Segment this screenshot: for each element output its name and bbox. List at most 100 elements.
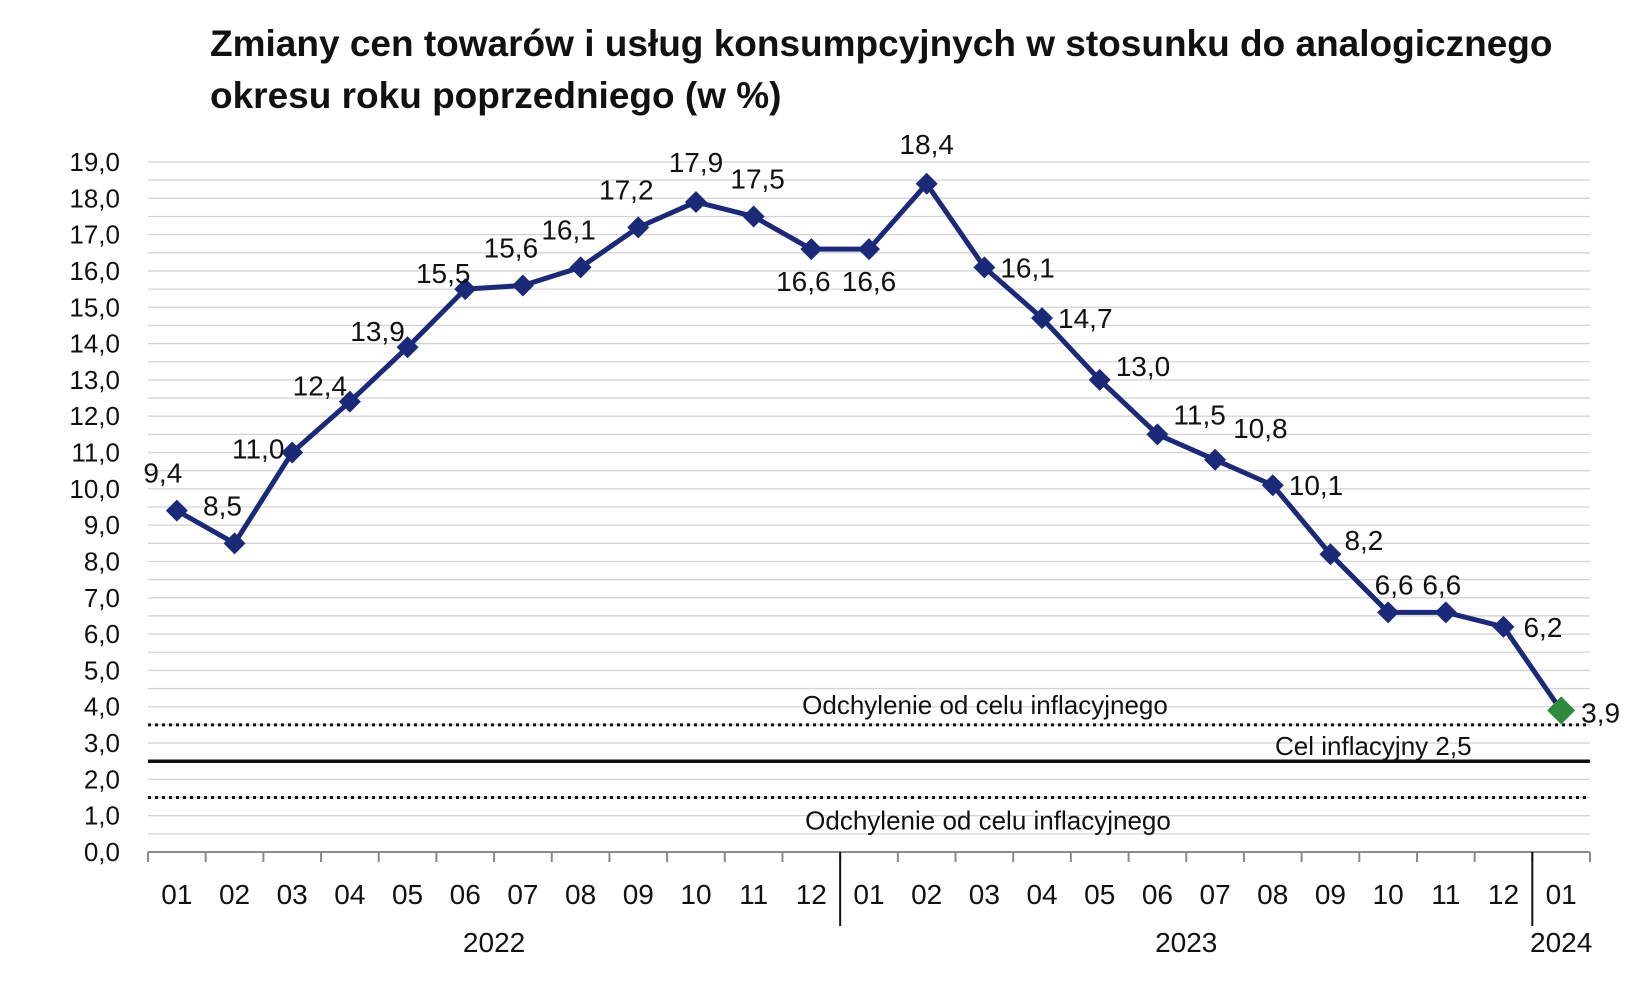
data-point-marker xyxy=(569,256,592,279)
x-tick-label: 12 xyxy=(1488,879,1519,910)
x-tick-label: 01 xyxy=(161,879,192,910)
data-point-marker xyxy=(800,238,823,261)
y-tick-label: 5,0 xyxy=(84,655,120,685)
reference-line-label: Cel inflacyjny 2,5 xyxy=(1275,731,1472,761)
data-label: 18,4 xyxy=(899,129,954,160)
data-label: 13,0 xyxy=(1116,351,1171,382)
data-point-marker xyxy=(1031,307,1054,330)
x-tick-label: 04 xyxy=(1026,879,1057,910)
data-label: 16,6 xyxy=(842,266,897,297)
year-label: 2024 xyxy=(1530,927,1592,958)
data-label: 16,1 xyxy=(541,214,596,245)
series-line xyxy=(165,172,1576,725)
y-tick-label: 4,0 xyxy=(84,692,120,722)
data-label: 3,9 xyxy=(1581,697,1620,728)
data-point-marker xyxy=(1434,601,1457,624)
y-tick-label: 14,0 xyxy=(69,329,120,359)
data-point-marker xyxy=(915,172,938,195)
data-label: 15,6 xyxy=(484,232,539,263)
data-label: 15,5 xyxy=(416,258,471,289)
y-tick-label: 19,0 xyxy=(69,147,120,177)
y-tick-label: 12,0 xyxy=(69,401,120,431)
x-tick-label: 03 xyxy=(277,879,308,910)
data-label: 6,2 xyxy=(1523,612,1562,643)
data-label: 17,5 xyxy=(730,163,785,194)
y-tick-label: 10,0 xyxy=(69,474,120,504)
y-tick-label: 3,0 xyxy=(84,728,120,758)
x-tick-label: 08 xyxy=(1257,879,1288,910)
data-label: 10,1 xyxy=(1289,470,1344,501)
data-label: 9,4 xyxy=(143,458,182,489)
x-tick-label: 02 xyxy=(911,879,942,910)
year-label: 2023 xyxy=(1155,927,1217,958)
x-tick-label: 12 xyxy=(796,879,827,910)
data-point-marker xyxy=(1492,615,1515,638)
y-tick-label: 0,0 xyxy=(84,837,120,867)
y-tick-label: 2,0 xyxy=(84,764,120,794)
data-point-marker xyxy=(627,216,650,239)
x-tick-label: 11 xyxy=(1431,879,1460,910)
x-tick-label: 04 xyxy=(334,879,365,910)
data-point-marker xyxy=(165,499,188,522)
data-label: 8,2 xyxy=(1344,525,1383,556)
data-point-marker xyxy=(1319,543,1342,566)
y-tick-label: 18,0 xyxy=(69,183,120,213)
data-labels: 9,48,511,012,413,915,515,616,117,217,917… xyxy=(143,129,1620,729)
x-tick-label: 08 xyxy=(565,879,596,910)
data-point-marker xyxy=(338,390,361,413)
data-point-marker xyxy=(1547,696,1576,725)
y-tick-label: 13,0 xyxy=(69,365,120,395)
x-tick-label: 06 xyxy=(450,879,481,910)
data-label: 17,2 xyxy=(599,174,654,205)
data-point-marker xyxy=(1088,368,1111,391)
data-label: 12,4 xyxy=(293,371,348,402)
data-point-marker xyxy=(1204,448,1227,471)
data-label: 8,5 xyxy=(203,490,242,521)
y-tick-label: 11,0 xyxy=(71,438,120,468)
x-tick-label: 09 xyxy=(623,879,654,910)
y-tick-label: 6,0 xyxy=(84,619,120,649)
x-tick-label: 03 xyxy=(969,879,1000,910)
data-point-marker xyxy=(742,205,765,228)
y-tick-label: 16,0 xyxy=(69,256,120,286)
chart-title: Zmiany cen towarów i usług konsumpcyjnyc… xyxy=(210,18,1610,122)
data-label: 10,8 xyxy=(1233,413,1288,444)
data-point-marker xyxy=(1377,601,1400,624)
y-tick-label: 7,0 xyxy=(84,583,120,613)
year-label: 2022 xyxy=(463,927,525,958)
x-tick-label: 01 xyxy=(853,879,884,910)
data-point-marker xyxy=(1146,423,1169,446)
data-point-marker xyxy=(973,256,996,279)
series-polyline xyxy=(175,181,1564,712)
data-point-marker xyxy=(1261,474,1284,497)
x-tick-label: 05 xyxy=(1084,879,1115,910)
x-tick-label: 01 xyxy=(1546,879,1577,910)
y-tick-label: 17,0 xyxy=(69,220,120,250)
x-tick-label: 09 xyxy=(1315,879,1346,910)
x-tick-label: 10 xyxy=(1373,879,1404,910)
x-tick-label: 07 xyxy=(1200,879,1231,910)
x-tick-label: 06 xyxy=(1142,879,1173,910)
data-point-marker xyxy=(511,274,534,297)
data-label: 16,1 xyxy=(1000,252,1055,283)
x-tick-label: 05 xyxy=(392,879,423,910)
data-label: 13,9 xyxy=(350,316,405,347)
y-tick-label: 8,0 xyxy=(84,546,120,576)
data-label: 14,7 xyxy=(1058,303,1113,334)
data-label: 6,6 xyxy=(1375,569,1414,600)
reference-line-label: Odchylenie od celu inflacyjnego xyxy=(805,806,1171,836)
data-label: 11,0 xyxy=(232,434,284,465)
x-tick-label: 02 xyxy=(219,879,250,910)
data-point-marker xyxy=(684,190,707,213)
data-point-marker xyxy=(858,238,880,261)
reference-line-label: Odchylenie od celu inflacyjnego xyxy=(802,690,1168,720)
x-tick-label: 10 xyxy=(680,879,711,910)
data-point-marker xyxy=(396,336,419,359)
data-point-marker xyxy=(281,441,304,464)
x-tick-label: 07 xyxy=(507,879,538,910)
y-tick-label: 9,0 xyxy=(84,510,120,540)
data-label: 11,5 xyxy=(1173,399,1225,430)
data-label: 6,6 xyxy=(1422,569,1461,600)
data-label: 17,9 xyxy=(669,147,724,178)
